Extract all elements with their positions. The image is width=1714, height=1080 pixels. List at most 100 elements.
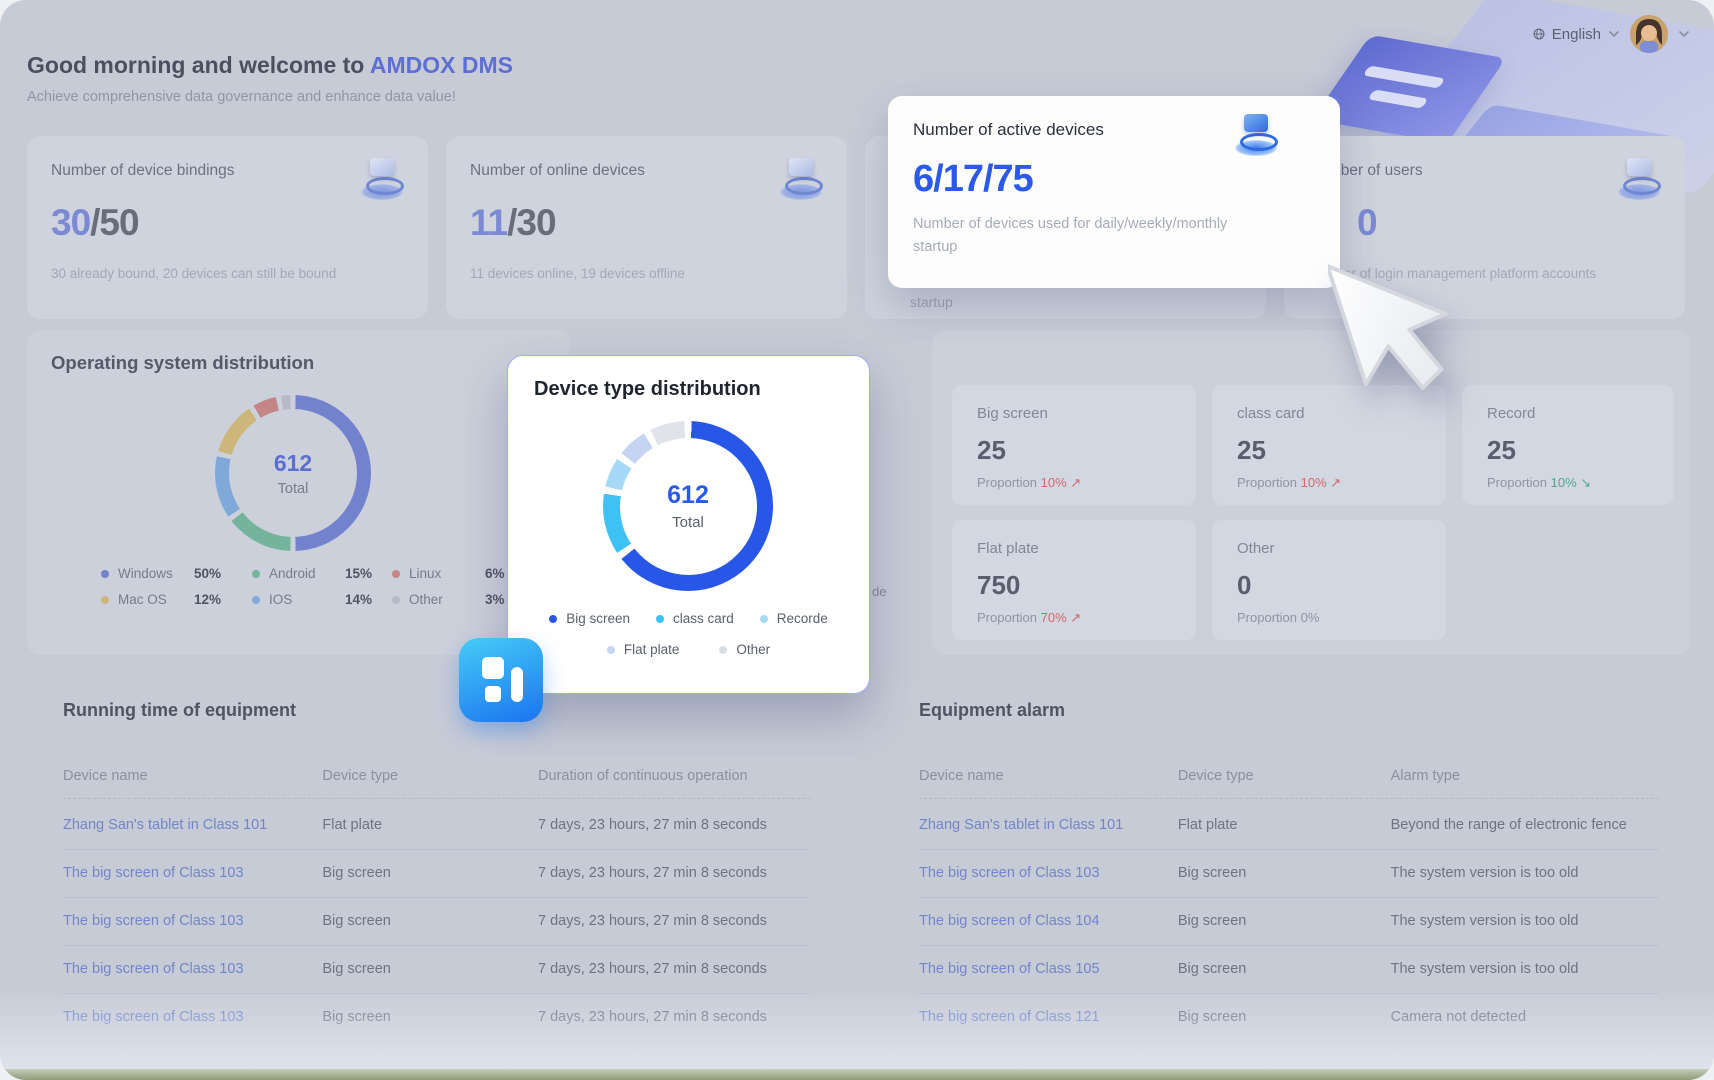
legend-dot — [759, 614, 768, 623]
language-selector[interactable]: English — [1533, 26, 1620, 43]
device-bindings-3d-icon — [358, 154, 406, 202]
avatar-image — [1630, 15, 1668, 53]
device-total-value: 612 — [667, 481, 709, 509]
table-row: The big screen of Class 103 Big screen The… — [919, 849, 1659, 898]
avatar[interactable] — [1630, 15, 1668, 53]
online-devices-3d-icon — [777, 154, 825, 202]
tile-value: 25 — [977, 435, 1006, 465]
tile-record: Record 25 Proportion 10% ↘ — [1462, 385, 1674, 505]
legend-dot — [392, 595, 400, 604]
users-3d-icon — [1615, 154, 1663, 202]
legend-dot — [101, 595, 109, 604]
tile-class-card: class card 25 Proportion 10% ↗ — [1212, 385, 1446, 505]
legend-dot — [252, 595, 260, 604]
brand-name: AMDOX DMS — [369, 52, 514, 78]
device-link[interactable]: Zhang San's tablet in Class 101 — [919, 817, 1124, 833]
popup-title: Device type distribution — [534, 378, 761, 400]
tile-value: 750 — [977, 570, 1021, 600]
page-subtitle: Achieve comprehensive data governance an… — [27, 89, 456, 105]
tile-value: 25 — [1487, 435, 1516, 465]
legend-dot — [719, 645, 728, 654]
table-row: The big screen of Class 103 Big screen 7 d… — [63, 849, 810, 898]
legend-dot — [606, 645, 615, 654]
active-devices-popup[interactable]: Number of active devices 6/17/75 Number … — [888, 96, 1340, 288]
mouse-cursor-graphic — [1325, 248, 1478, 418]
legend-item-flat-plate[interactable]: Flat plate — [606, 642, 679, 657]
card-device-bindings[interactable]: Number of device bindings 30/50 30 alrea… — [27, 136, 428, 319]
card-title: Number of device bindings — [51, 162, 235, 179]
account-chevron-down-icon[interactable] — [1678, 28, 1690, 40]
table-row: The big screen of Class 105 Big screen The… — [919, 945, 1659, 994]
chevron-down-icon — [1609, 31, 1619, 38]
device-type-popup[interactable]: Device type distribution 612 Total Big s… — [507, 355, 870, 694]
tile-other: Other 0 Proportion 0% — [1212, 520, 1446, 640]
device-link[interactable]: The big screen of Class 103 — [919, 865, 1100, 881]
occluded-legend-fragment: de — [872, 584, 887, 599]
legend-item-other[interactable]: Other — [719, 642, 770, 657]
tile-proportion: Proportion 0% — [1237, 610, 1320, 625]
page-title: Good morning and welcome to AMDOX DMS — [27, 52, 514, 78]
tile-value: 25 — [1237, 435, 1266, 465]
table-row: Zhang San's tablet in Class 101 Flat plat… — [63, 801, 810, 850]
os-total-label: Total — [277, 480, 309, 497]
globe-icon — [1533, 28, 1545, 40]
tile-label: class card — [1237, 405, 1305, 422]
tile-label: Big screen — [977, 405, 1048, 422]
device-link[interactable]: Zhang San's tablet in Class 101 — [63, 817, 268, 833]
device-link[interactable]: The big screen of Class 104 — [919, 913, 1100, 929]
equipment-alarm-title: Equipment alarm — [919, 700, 1066, 720]
device-link[interactable]: The big screen of Class 105 — [919, 961, 1100, 977]
card-value: 11/30 — [470, 202, 557, 243]
device-link[interactable]: The big screen of Class 103 — [63, 961, 244, 977]
legend-dot — [101, 569, 109, 578]
os-donut-chart[interactable]: 612 Total — [215, 395, 371, 551]
os-total-value: 612 — [273, 449, 313, 476]
greeting: Good morning and welcome to AMDOX DMS Ac… — [27, 52, 513, 105]
legend-item-recorde[interactable]: Recorde — [759, 611, 828, 626]
trend-down-icon: ↘ — [1580, 475, 1592, 490]
trend-up-icon: ↗ — [1070, 475, 1082, 490]
table-row: The big screen of Class 103 Big screen 7 d… — [63, 945, 810, 994]
tile-proportion: Proportion 10% ↗ — [1237, 475, 1342, 490]
legend-item-other[interactable]: Other 3% — [392, 592, 505, 607]
legend-item-macos[interactable]: Mac OS 12% — [101, 592, 221, 607]
legend-item-linux[interactable]: Linux 6% — [392, 566, 505, 581]
device-link[interactable]: The big screen of Class 121 — [919, 1009, 1100, 1025]
card-online-devices[interactable]: Number of online devices 11/30 11 device… — [446, 136, 847, 319]
card-value: 30/50 — [51, 202, 140, 243]
tile-big-screen: Big screen 25 Proportion 10% ↗ — [952, 385, 1196, 505]
device-type-donut-chart[interactable]: 612 Total — [603, 421, 773, 591]
table-row: The big screen of Class 104 Big screen The… — [919, 897, 1659, 946]
legend-item-windows[interactable]: Windows 50% — [101, 566, 221, 581]
popup-desc-line2: startup — [913, 239, 958, 255]
legend-dot — [252, 569, 260, 578]
legend-item-class-card[interactable]: class card — [655, 611, 734, 626]
card-title: Number of online devices — [470, 162, 645, 179]
table-row: Zhang San's tablet in Class 101 Flat plat… — [919, 801, 1659, 850]
running-time-title: Running time of equipment — [63, 700, 296, 720]
language-label: English — [1551, 25, 1601, 43]
popup-title: Number of active devices — [913, 120, 1104, 139]
device-link[interactable]: The big screen of Class 103 — [63, 1009, 244, 1025]
trend-up-icon: ↗ — [1330, 475, 1342, 490]
popup-value: 6/17/75 — [913, 158, 1034, 200]
dashboard-app-icon[interactable] — [459, 638, 543, 722]
device-total-label: Total — [672, 514, 704, 531]
tile-flat-plate: Flat plate 750 Proportion 70% ↗ — [952, 520, 1196, 640]
legend-item-android[interactable]: Android 15% — [252, 566, 372, 581]
tile-label: Other — [1237, 540, 1275, 557]
tile-label: Flat plate — [977, 540, 1039, 557]
table-row: The big screen of Class 121 Big screen Cam… — [919, 1009, 1527, 1025]
legend-dot — [392, 569, 400, 578]
card-value: 0 — [1357, 202, 1378, 243]
legend-item-ios[interactable]: IOS 14% — [252, 592, 372, 607]
tile-proportion: Proportion 70% ↗ — [977, 610, 1082, 625]
popup-desc-line1: Number of devices used for daily/weekly/… — [913, 216, 1228, 232]
legend-item-big-screen[interactable]: Big screen — [549, 611, 630, 626]
equipment-alarm-header: Device name Device type Alarm type — [919, 768, 1659, 799]
card-desc: 30 already bound, 20 devices can still b… — [51, 266, 337, 281]
device-link[interactable]: The big screen of Class 103 — [63, 865, 244, 881]
trend-up-icon: ↗ — [1070, 610, 1082, 625]
active-devices-3d-icon — [1232, 110, 1280, 158]
device-link[interactable]: The big screen of Class 103 — [63, 913, 244, 929]
